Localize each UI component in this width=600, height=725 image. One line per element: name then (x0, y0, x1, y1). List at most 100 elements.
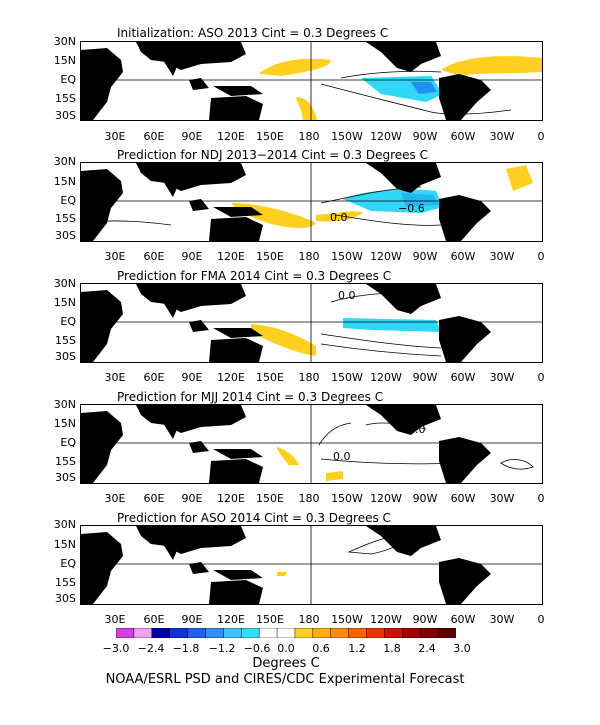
africa-land (81, 532, 123, 604)
colorbar-tick-label: 1.2 (348, 642, 366, 655)
warm-anomaly (259, 58, 331, 76)
maritime-land (189, 441, 263, 459)
colorbar-swatch (437, 628, 456, 638)
sst-anomaly-map (80, 162, 543, 242)
sst-anomaly-map (80, 41, 543, 121)
australia-land (209, 96, 263, 120)
lon-label: 90E (181, 613, 203, 626)
colorbar-tick-label: −1.2 (208, 642, 236, 655)
contour-label: 0.0 (408, 423, 426, 436)
lat-label: 15S (55, 334, 76, 347)
lat-label: 15N (53, 296, 76, 309)
lon-label: 90E (181, 492, 203, 505)
lat-label: 15S (55, 212, 76, 225)
lon-label: 90W (412, 371, 438, 384)
samerica-land (439, 316, 491, 362)
asia-land (136, 42, 246, 70)
lon-label: 150W (331, 130, 363, 143)
asia-land (136, 163, 246, 191)
africa-land (81, 411, 123, 483)
australia-land (209, 217, 263, 241)
lat-label: 30N (53, 35, 76, 48)
contour-label: 0.0 (338, 289, 356, 302)
lon-label: 90E (181, 371, 203, 384)
lon-label: 150W (331, 492, 363, 505)
lon-label: 180 (298, 613, 320, 626)
panel-title: Prediction for FMA 2014 Cint = 0.3 Degre… (117, 269, 392, 283)
colorbar-swatch (187, 628, 207, 638)
lon-label: 30E (104, 250, 126, 263)
lon-label: 180 (298, 492, 320, 505)
lon-label: 30E (104, 492, 126, 505)
maritime-land (189, 320, 263, 338)
colorbar-tick-label: 3.0 (453, 642, 471, 655)
lon-label: 120W (370, 371, 402, 384)
lat-label: 30S (55, 592, 76, 605)
india-land (163, 423, 179, 439)
lat-label: 15N (53, 538, 76, 551)
panel-title: Prediction for ASO 2014 Cint = 0.3 Degre… (117, 511, 391, 525)
colorbar-swatch (116, 628, 135, 638)
lon-label: 90E (181, 130, 203, 143)
india-land (163, 544, 179, 560)
lat-label: EQ (60, 436, 76, 449)
lon-label: 30E (104, 613, 126, 626)
contour-label: 0.0 (330, 211, 348, 224)
lat-label: EQ (60, 73, 76, 86)
colorbar-swatch (330, 628, 350, 638)
warm-anomaly (296, 97, 317, 120)
africa-land (81, 290, 123, 362)
lon-label: 30W (489, 371, 515, 384)
lon-label: 180 (298, 250, 320, 263)
lon-label: 120E (217, 371, 245, 384)
lon-label: 150E (256, 492, 284, 505)
lon-label: 30W (489, 130, 515, 143)
lon-label: 30W (489, 613, 515, 626)
warm-anomaly (326, 471, 343, 481)
lat-label: EQ (60, 194, 76, 207)
maritime-land (189, 78, 263, 96)
lon-label: 120W (370, 130, 402, 143)
lat-label: 15N (53, 417, 76, 430)
lon-label: 150W (331, 371, 363, 384)
lat-label: 15N (53, 175, 76, 188)
india-land (163, 60, 179, 76)
warm-anomaly (316, 211, 363, 222)
panel-title: Prediction for MJJ 2014 Cint = 0.3 Degre… (117, 390, 384, 404)
maritime-land (189, 562, 263, 580)
lat-label: 30S (55, 471, 76, 484)
lon-label: 60E (143, 130, 165, 143)
colorbar-tick-label: −1.8 (172, 642, 200, 655)
sst-anomaly-map (80, 525, 543, 605)
namerica-land (366, 42, 441, 72)
lon-label: 120E (217, 250, 245, 263)
lon-label: 120W (370, 613, 402, 626)
lon-label: 120W (370, 250, 402, 263)
lon-label: 0 (537, 250, 545, 263)
colorbar-swatch (133, 628, 153, 638)
cool-anomaly-strong (411, 82, 437, 94)
lon-label: 0 (537, 371, 545, 384)
warm-anomaly (276, 447, 299, 465)
samerica-land (439, 74, 491, 120)
lon-label: 180 (298, 130, 320, 143)
lon-label: 120E (217, 613, 245, 626)
colorbar-swatch (169, 628, 189, 638)
lon-label: 30E (104, 371, 126, 384)
colorbar-tick-label: 0.0 (277, 642, 295, 655)
lon-label: 30W (489, 492, 515, 505)
lon-label: 0 (537, 492, 545, 505)
panel-title: Prediction for NDJ 2013−2014 Cint = 0.3 … (117, 148, 428, 162)
colorbar-swatch (258, 628, 278, 638)
colorbar-swatch (276, 628, 296, 638)
warm-anomaly (277, 572, 287, 576)
namerica-land (366, 284, 441, 314)
colorbar-swatch (151, 628, 171, 638)
lon-label: 150W (331, 613, 363, 626)
africa-land (81, 169, 123, 241)
australia-land (209, 580, 263, 604)
lon-label: 90W (412, 250, 438, 263)
lat-label: 30S (55, 350, 76, 363)
lon-label: 0 (537, 613, 545, 626)
asia-land (136, 526, 246, 554)
